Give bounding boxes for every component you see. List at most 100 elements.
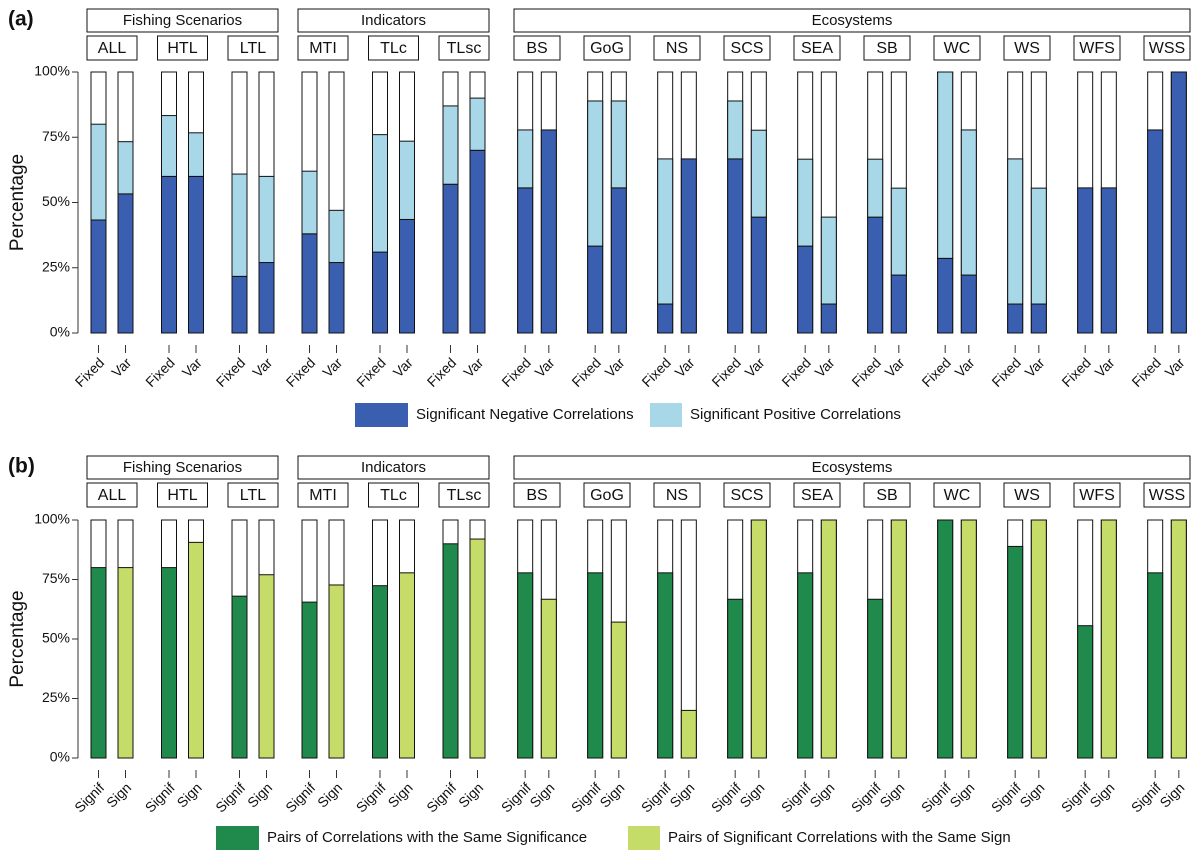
x-tick-label: Var xyxy=(602,354,628,380)
x-tick-label: Sign xyxy=(314,779,345,810)
panel-header: TLc xyxy=(380,487,407,504)
x-tick-label: Sign xyxy=(1016,779,1047,810)
panel-header: SCS xyxy=(731,487,764,504)
bar xyxy=(750,519,767,759)
x-tick-label: Sign xyxy=(1086,779,1117,810)
bar xyxy=(657,572,674,759)
panel-header-box xyxy=(863,482,911,508)
group-header: Indicators xyxy=(361,12,426,29)
bar-segment xyxy=(90,123,107,221)
panel-header-box xyxy=(723,35,771,61)
bar-segment xyxy=(960,274,977,334)
x-tick-label: Fixed xyxy=(498,354,534,390)
bar-segment xyxy=(1030,187,1047,305)
y-tick-label: 25% xyxy=(42,258,70,274)
group-header-box xyxy=(297,8,490,33)
bar-segment xyxy=(231,173,248,277)
panel-header: BS xyxy=(526,487,547,504)
legend-swatch xyxy=(628,826,660,850)
panel-header-box xyxy=(297,482,349,508)
panel-header-box xyxy=(1003,35,1051,61)
bar xyxy=(117,567,134,759)
bar-segment xyxy=(469,97,486,151)
panel-header: GoG xyxy=(590,487,624,504)
x-tick-label: Var xyxy=(319,354,345,380)
x-tick-label: Fixed xyxy=(778,354,814,390)
y-tick-label: 75% xyxy=(42,128,70,144)
bar-segment xyxy=(657,158,674,305)
bar-segment xyxy=(1147,129,1164,334)
bar-segment xyxy=(90,219,107,334)
panel-header-box xyxy=(933,35,981,61)
bar-segment xyxy=(1007,158,1024,305)
panel-header-box xyxy=(368,482,419,508)
x-tick-label: Signif xyxy=(353,779,389,815)
bar-segment xyxy=(797,158,814,247)
bar xyxy=(469,538,486,759)
bar xyxy=(1100,519,1117,759)
panel-header: WS xyxy=(1014,487,1040,504)
x-tick-label: Sign xyxy=(385,779,416,810)
bar xyxy=(517,572,534,759)
x-tick-label: Var xyxy=(460,354,486,380)
x-tick-label: Fixed xyxy=(568,354,604,390)
panel-header-box xyxy=(1143,482,1191,508)
panel-header: SEA xyxy=(801,40,833,57)
bar-segment xyxy=(188,175,204,334)
x-tick-label: Var xyxy=(1092,354,1118,380)
bar xyxy=(258,574,275,759)
panel-header-box xyxy=(513,35,561,61)
legend-label: Pairs of Correlations with the Same Sign… xyxy=(267,829,587,846)
panel-header-box xyxy=(86,482,138,508)
panel-header: TLc xyxy=(380,40,407,57)
y-tick-label: 50% xyxy=(42,193,70,209)
bar-segment xyxy=(258,175,275,264)
bar-segment xyxy=(301,170,318,235)
bar xyxy=(890,519,907,759)
panel-label: (b) xyxy=(8,455,35,478)
group-header: Ecosystems xyxy=(812,459,893,476)
x-tick-label: Sign xyxy=(806,779,837,810)
panel-header: LTL xyxy=(240,40,266,57)
bar-segment xyxy=(328,262,345,334)
x-tick-label: Fixed xyxy=(1058,354,1094,390)
x-tick-label: Sign xyxy=(666,779,697,810)
bar-segment xyxy=(301,233,318,334)
bar-segment xyxy=(372,134,388,253)
panel-header-box xyxy=(583,35,631,61)
bar xyxy=(680,709,697,759)
y-tick-label: 0% xyxy=(50,749,70,765)
panel-header: SCS xyxy=(731,40,764,57)
bar-segment xyxy=(1030,303,1047,334)
bar-segment xyxy=(117,141,134,195)
bar-segment xyxy=(890,187,907,276)
bar-segment xyxy=(399,140,415,220)
x-tick-label: Fixed xyxy=(708,354,744,390)
panel-header: NS xyxy=(666,40,688,57)
bar-segment xyxy=(1170,71,1187,334)
x-tick-label: Sign xyxy=(174,779,205,810)
x-tick-label: Fixed xyxy=(353,354,389,390)
group-header: Fishing Scenarios xyxy=(123,459,242,476)
x-tick-label: Signif xyxy=(142,779,178,815)
bar-segment xyxy=(587,100,604,247)
group-header: Ecosystems xyxy=(812,12,893,29)
x-tick-label: Sign xyxy=(1156,779,1187,810)
x-tick-label: Signif xyxy=(212,779,248,815)
panel-header-box xyxy=(933,482,981,508)
x-tick-label: Var xyxy=(1162,354,1188,380)
panel-header-box xyxy=(297,35,349,61)
x-tick-label: Var xyxy=(179,354,205,380)
bar-segment xyxy=(657,303,674,334)
x-tick-label: Sign xyxy=(244,779,275,810)
panel-header-box xyxy=(438,482,490,508)
panel-header-box xyxy=(863,35,911,61)
x-tick-label: Fixed xyxy=(638,354,674,390)
panel-header-box xyxy=(227,482,279,508)
bar xyxy=(1030,519,1047,759)
group-header-box xyxy=(86,8,279,33)
x-tick-label: Fixed xyxy=(918,354,954,390)
bar xyxy=(960,519,977,759)
bar xyxy=(937,519,954,759)
